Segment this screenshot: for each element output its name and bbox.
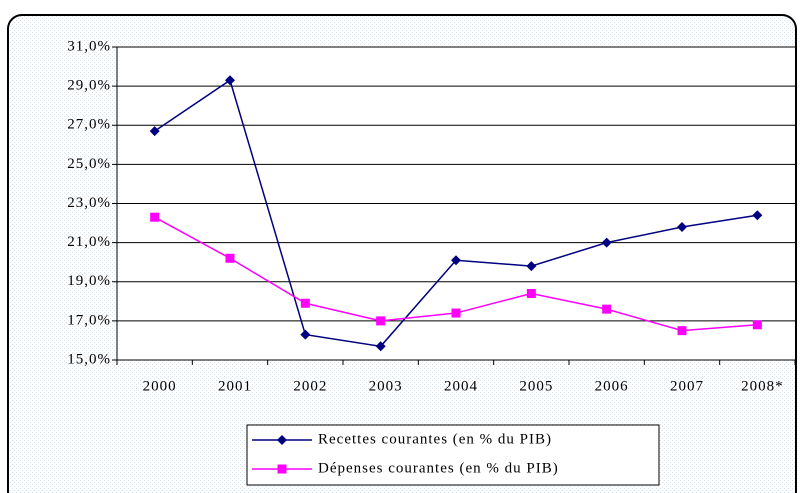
y-tick-label: 23,0% [67,195,111,211]
x-tick-label: 2001 [218,378,252,394]
legend-box [246,424,660,486]
data-point [752,320,762,330]
legend-label: Recettes courantes (en % du PIB) [318,431,552,447]
data-point [526,288,536,298]
data-point [677,326,687,336]
data-point [601,237,612,248]
y-tick-label: 31,0% [67,38,111,54]
data-point [375,341,386,352]
data-point [677,221,687,232]
data-point [526,261,537,272]
x-tick-label: 2004 [444,378,478,394]
y-tick-label: 21,0% [67,234,111,250]
y-tick-label: 15,0% [67,351,111,367]
x-tick-label: 2006 [595,378,629,394]
y-tick-label: 27,0% [67,117,111,133]
x-tick-label: 2002 [293,378,327,394]
legend-marker [277,464,287,474]
data-point [752,210,763,221]
x-tick-label: 2003 [369,378,403,394]
legend-label: Dépenses courantes (en % du PIB) [318,460,559,476]
legend-marker [277,435,287,445]
x-tick-label: 2007 [670,378,704,394]
data-point [300,329,311,340]
y-tick-label: 17,0% [67,312,111,328]
legend: Recettes courantes (en % du PIB) Dépenses… [246,424,660,486]
y-tick-label: 25,0% [67,156,111,172]
y-tick-label: 19,0% [67,273,111,289]
x-tick-label: 2005 [519,378,553,394]
data-point [451,255,461,266]
plot: 15,0% 17,0% 19,0% 21,0% 23,0% 25,0% 27,0% 29,0%… [67,38,796,394]
data-point [225,253,235,263]
data-point [376,316,386,326]
data-point [451,308,461,318]
data-point [602,304,612,314]
data-point [225,75,235,86]
y-tick-label: 29,0% [67,78,111,94]
data-point [150,212,160,222]
x-tick-label: 2000 [143,378,177,394]
x-tick-label: 2008* [741,378,784,394]
data-point [149,126,160,137]
data-point [300,298,310,308]
